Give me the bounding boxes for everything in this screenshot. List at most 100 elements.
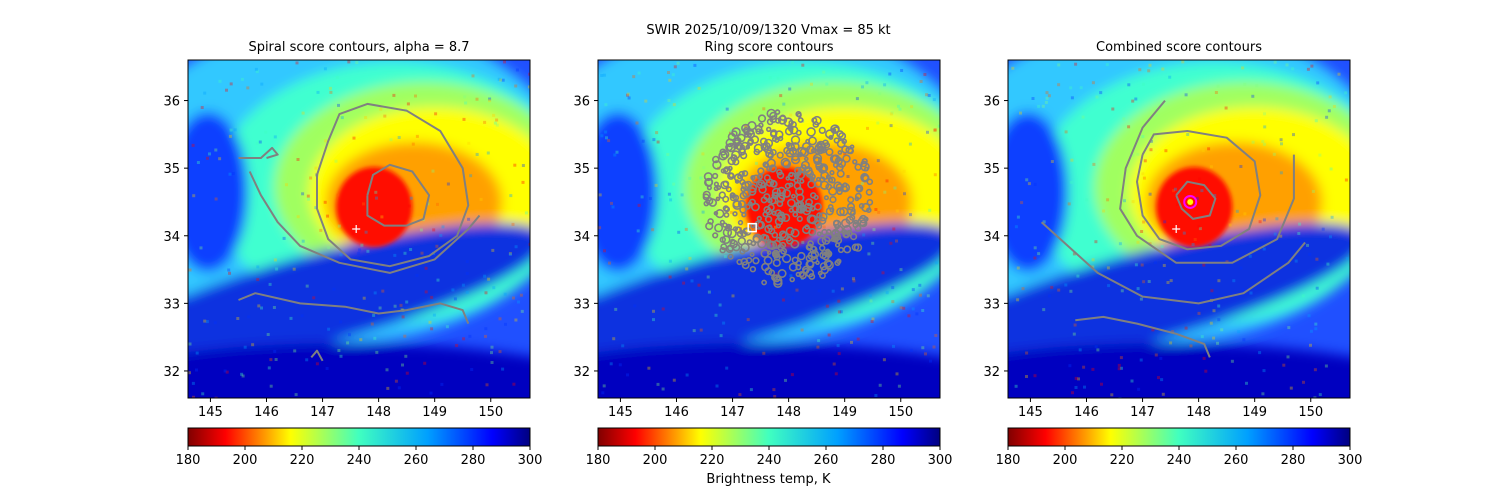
speckle [351,231,355,235]
ring-contour [771,187,781,197]
speckle [498,350,502,354]
speckle [806,167,810,171]
speckle [1016,266,1020,270]
ring-contour [753,143,764,154]
speckle [465,260,469,263]
speckle [1249,291,1253,295]
red-core [336,166,413,247]
ring-contour [814,148,821,155]
speckle [414,94,417,98]
speckle [672,378,676,382]
speckle [372,313,376,317]
contour-line [366,163,431,227]
speckle [1272,152,1276,156]
speckle [203,91,207,95]
speckle [520,309,524,313]
speckle [490,351,493,355]
speckle [1242,338,1246,342]
speckle [483,274,487,278]
speckle [667,192,671,196]
ring-contour [860,160,868,168]
speckle [831,289,835,293]
speckle [895,239,898,243]
speckle [1070,158,1074,162]
speckle [301,239,305,243]
speckle [1241,288,1245,292]
speckle [352,136,356,140]
speckle [632,75,636,79]
speckle [1044,100,1048,104]
speckle [1313,368,1317,372]
speckle [1251,94,1255,98]
ring-contour [800,160,810,170]
speckle [1184,326,1188,330]
speckle [729,129,733,133]
colorbar-tick-label: 240 [1167,453,1192,468]
ring-contour [727,253,734,260]
speckle [399,303,403,307]
ring-contour [727,228,737,239]
speckle [1157,376,1160,380]
speckle [269,358,273,362]
speckle [415,134,419,138]
western-dry-region [188,111,248,272]
speckle [340,116,344,120]
speckle [1033,182,1037,186]
southern-cold-region [598,343,940,398]
speckle [932,345,936,349]
speckle [911,307,915,311]
speckle [498,317,502,321]
speckle [1106,198,1110,202]
speckle [897,384,901,388]
speckle [1200,189,1204,193]
ring-contour [859,219,868,228]
ring-contour [765,178,775,187]
ring-contour [785,226,795,236]
speckle [346,341,350,345]
speckle [1127,83,1131,87]
speckle [1318,153,1322,157]
ring-contour [797,117,804,123]
speckle [889,241,893,245]
y-tick-label: 34 [983,230,1000,245]
speckle [612,337,616,341]
ring-contour [776,171,785,180]
speckle [891,300,895,304]
speckle [1160,245,1164,248]
speckle [218,79,222,83]
speckle [837,352,841,356]
ring-contour [774,209,783,217]
speckle [282,236,286,240]
ring-contour [766,250,772,255]
ring-contour [767,197,773,204]
speckle [1107,284,1111,288]
speckle [656,382,660,386]
speckle [1298,222,1302,226]
speckle [440,382,444,386]
speckle [527,85,530,89]
colorbar-tick-label: 180 [996,453,1021,468]
speckle [1064,283,1068,287]
ring-contour [808,214,818,225]
speckle [196,161,200,164]
speckle [319,228,323,232]
first-guess-marker [1172,225,1181,233]
speckle [334,159,338,163]
speckle [1255,84,1259,88]
speckle [257,304,261,308]
speckle [1082,365,1086,369]
speckle [415,273,419,277]
speckle [1130,379,1134,383]
speckle [604,130,608,134]
speckle [923,73,927,76]
ring-contour [833,137,840,144]
speckle [1297,232,1301,235]
speckle [1275,217,1279,221]
speckle [768,243,771,247]
speckle [397,136,401,139]
speckle [409,196,413,200]
speckle [225,88,228,92]
speckle [1106,266,1110,270]
ring-contour [795,264,802,271]
speckle [690,279,694,283]
